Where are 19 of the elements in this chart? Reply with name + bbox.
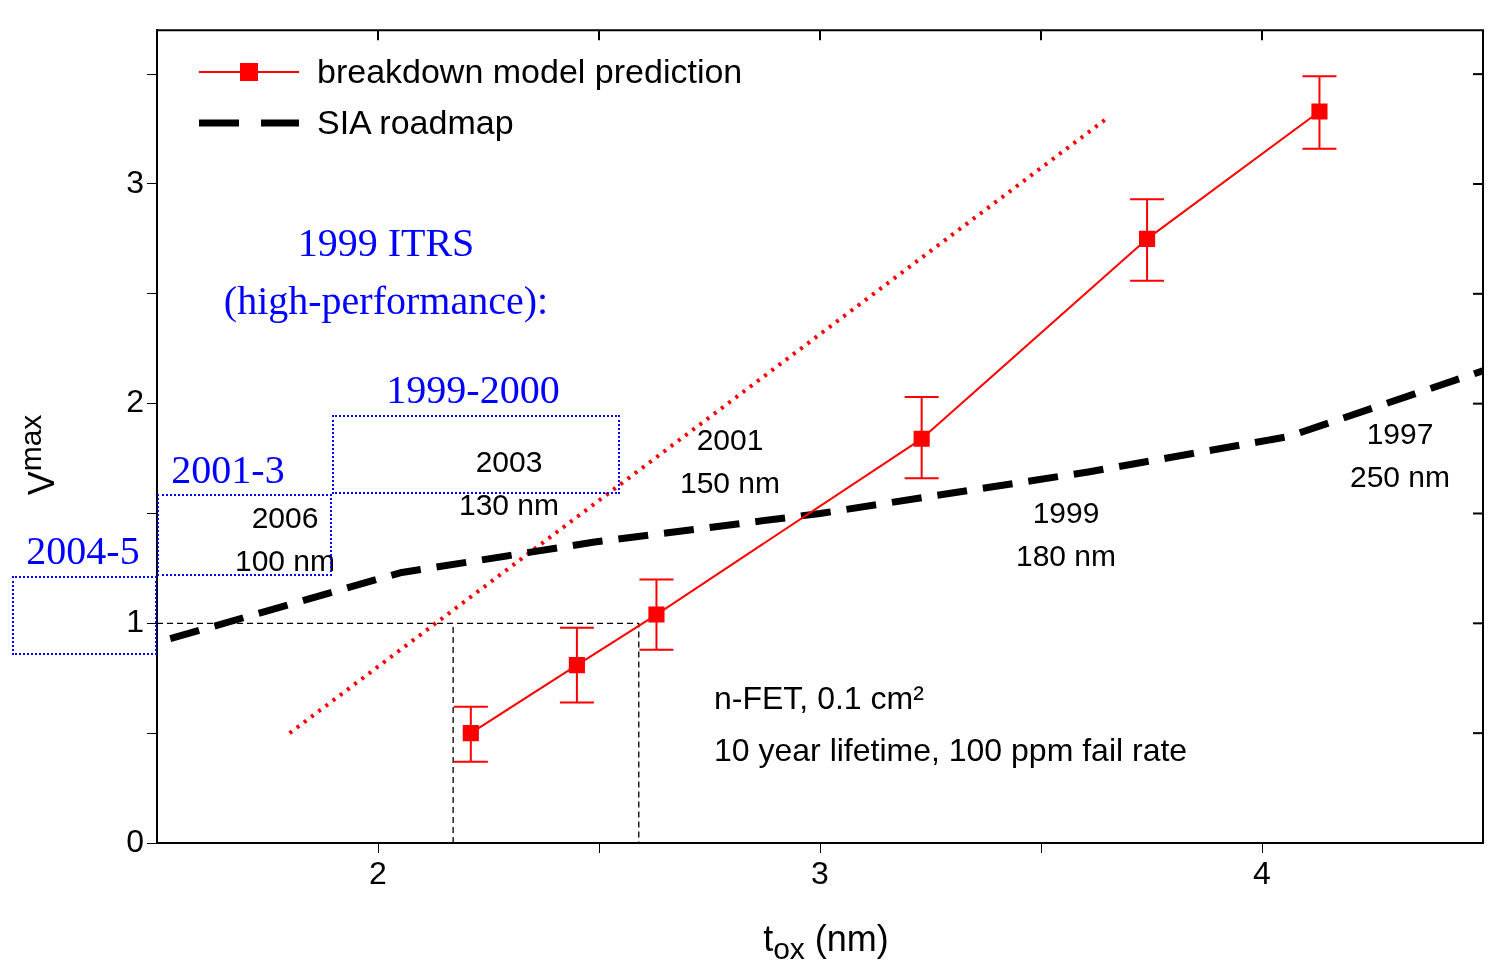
annotation: 1999 180 nm bbox=[1015, 496, 1117, 573]
annotation: 1999-2000 bbox=[386, 366, 560, 412]
legend-label: SIA roadmap bbox=[317, 103, 514, 142]
legend-label: breakdown model prediction bbox=[317, 52, 743, 91]
y-tick-label: 0 bbox=[126, 822, 144, 859]
annotation: 2003 130 nm bbox=[458, 445, 560, 522]
x-axis-title: t$_{ox}$ (nm) bbox=[762, 918, 890, 967]
x-tick-label: 2 bbox=[369, 855, 387, 892]
y-tick-label: 1 bbox=[126, 603, 144, 640]
text: 2004-5 bbox=[26, 527, 140, 573]
annotation: n-FET, 0.1 cm² 10 year lifetime, 100 ppm fail rate bbox=[714, 679, 1188, 768]
x-tick-label: 3 bbox=[811, 855, 829, 892]
annotation: 2001 150 nm bbox=[679, 423, 781, 500]
y-tick-label: 3 bbox=[126, 163, 144, 200]
annotation: 1999 ITRS (high-performance): bbox=[223, 219, 549, 323]
x-tick-label: 4 bbox=[1253, 855, 1271, 892]
annotation: 1997 250 nm bbox=[1349, 417, 1451, 494]
y-tick-label: 2 bbox=[126, 383, 144, 420]
annotation: 2001-3 bbox=[171, 446, 285, 492]
